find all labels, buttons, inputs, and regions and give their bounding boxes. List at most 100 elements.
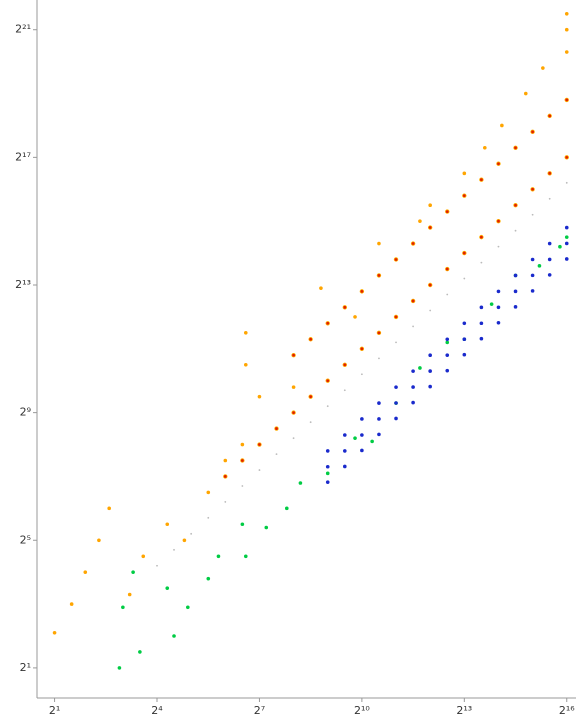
point	[97, 538, 101, 543]
point	[479, 336, 484, 341]
point	[530, 289, 535, 293]
point	[411, 400, 415, 405]
point	[243, 330, 248, 335]
point	[480, 261, 483, 264]
point	[275, 453, 278, 455]
x-tick-label: 2¹⁰	[354, 704, 370, 717]
point	[513, 305, 518, 309]
point	[564, 225, 569, 230]
x-tick-label: 2¹	[49, 704, 60, 717]
point	[343, 433, 347, 437]
point	[291, 410, 296, 415]
point	[500, 123, 504, 128]
point	[418, 219, 422, 223]
point	[513, 203, 518, 208]
point	[428, 203, 432, 208]
point	[360, 433, 364, 437]
point	[479, 177, 484, 182]
point	[156, 564, 158, 567]
point	[496, 289, 501, 294]
x-tick-label: 2⁷	[254, 704, 265, 717]
point	[240, 522, 245, 527]
point	[427, 282, 433, 288]
point	[257, 394, 262, 399]
point	[489, 302, 494, 306]
point	[514, 229, 517, 232]
point	[241, 485, 244, 487]
point	[564, 235, 569, 239]
point	[292, 437, 295, 440]
point	[497, 245, 500, 248]
point	[445, 353, 450, 357]
point	[353, 315, 357, 319]
point	[69, 602, 74, 606]
point	[243, 554, 248, 559]
point	[138, 650, 142, 654]
point	[564, 27, 569, 32]
point	[325, 480, 330, 484]
point	[207, 516, 210, 519]
point	[370, 439, 374, 444]
point	[537, 264, 542, 268]
point	[565, 181, 568, 184]
point	[541, 66, 545, 70]
point	[445, 340, 450, 345]
point	[564, 11, 569, 16]
point	[308, 394, 313, 399]
point	[291, 352, 296, 358]
point	[395, 341, 397, 344]
point	[190, 532, 193, 535]
point	[216, 554, 221, 559]
point	[462, 321, 467, 326]
point	[547, 273, 552, 277]
point	[513, 289, 518, 294]
point	[325, 471, 330, 476]
point	[376, 330, 382, 336]
point	[291, 385, 296, 389]
point	[308, 337, 313, 342]
point	[223, 474, 228, 479]
point	[393, 257, 399, 262]
point	[325, 378, 330, 383]
point	[462, 193, 467, 198]
point	[483, 145, 487, 150]
point	[410, 298, 416, 304]
point	[496, 218, 501, 224]
point	[462, 337, 467, 342]
point	[52, 630, 57, 635]
point	[257, 442, 262, 447]
point	[411, 369, 415, 373]
point	[186, 605, 190, 610]
point	[418, 366, 422, 370]
point	[558, 244, 562, 249]
point	[172, 634, 176, 638]
x-tick-label: 2¹³	[456, 704, 472, 717]
point	[445, 368, 450, 373]
point	[325, 321, 330, 326]
point	[564, 155, 569, 160]
y-tick-label: 2⁵	[20, 533, 31, 546]
point	[462, 250, 467, 256]
point	[496, 161, 501, 166]
point	[206, 490, 211, 495]
point	[326, 405, 329, 408]
point	[462, 171, 467, 176]
point	[360, 373, 363, 376]
point	[309, 421, 312, 424]
point	[548, 197, 551, 200]
point	[240, 458, 245, 463]
point	[410, 241, 416, 246]
point	[530, 273, 535, 278]
point	[353, 436, 357, 440]
point	[564, 257, 569, 261]
point	[376, 273, 382, 278]
point	[107, 506, 111, 511]
point	[343, 464, 347, 469]
point	[131, 570, 135, 574]
point	[206, 576, 211, 581]
point	[428, 369, 432, 373]
point	[83, 570, 88, 574]
point	[394, 385, 398, 389]
